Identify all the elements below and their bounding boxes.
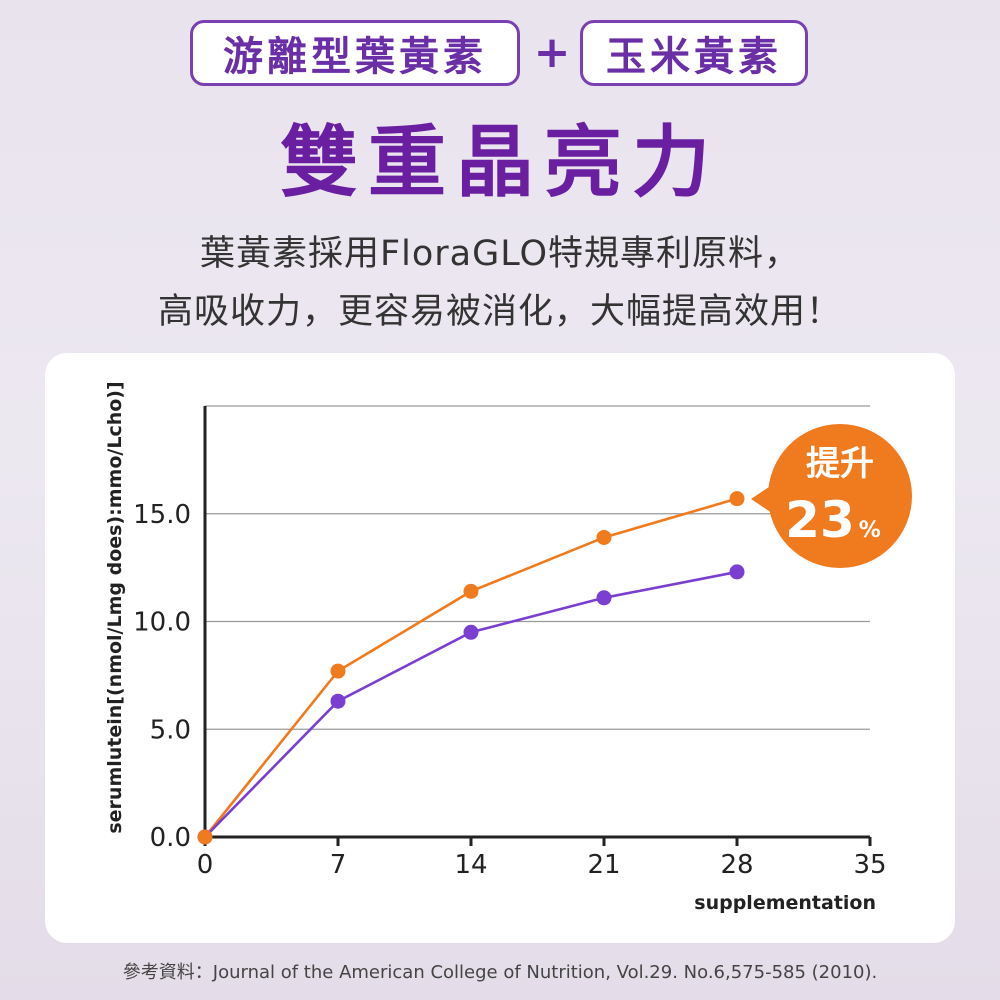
y-tick-label: 15.0 (133, 500, 191, 530)
x-axis-title: supplementation (694, 892, 876, 914)
badge-value-group: 23% (785, 491, 881, 549)
improvement-badge: 提升 23% (751, 424, 912, 568)
x-tick-label: 21 (587, 850, 620, 880)
badge-circle (768, 424, 912, 568)
y-axis-title: serumlutein[(nmol/Lmg does):mmo/Lcho)] (104, 381, 126, 833)
series-1-point (596, 529, 612, 545)
label-layer: 0 7 14 21 28 35 0.0 5.0 10.0 15.0 supplementation s… (104, 381, 887, 914)
line-chart: 0 7 14 21 28 35 0.0 5.0 10.0 15.0 supplementation s… (104, 381, 912, 914)
x-tick-label: 0 (197, 850, 214, 880)
badge-unit: % (859, 518, 881, 543)
x-tick-label: 35 (853, 850, 886, 880)
series-line-1 (203, 497, 738, 838)
series-1-point (197, 829, 213, 845)
description-line-2: 高吸收力，更容易被消化，大幅提高效用！ (157, 292, 842, 332)
plus-sign: + (533, 27, 571, 78)
y-tick-label: 5.0 (150, 715, 191, 745)
badge-value: 23 (785, 491, 855, 549)
y-tick-label: 10.0 (133, 608, 191, 638)
series-1-point (729, 491, 745, 507)
axis-layer (203, 406, 872, 846)
series-2-point (330, 693, 346, 709)
description-line-1: 葉黃素採用FloraGLO特規專利原料， (199, 234, 801, 274)
tag-free-lutein: 游離型葉黃素 (190, 20, 520, 86)
series-1-point (330, 663, 346, 679)
series-2-point (596, 590, 612, 606)
badge-label: 提升 (806, 444, 874, 484)
y-tick-label: 0.0 (150, 823, 191, 853)
series-line-2 (204, 570, 738, 838)
grid-layer (205, 405, 870, 730)
series-layer (197, 491, 745, 845)
reference-citation: 參考資料：Journal of the American College of … (122, 962, 878, 983)
series-2-point (463, 624, 479, 640)
x-tick-label: 14 (454, 850, 487, 880)
tag-zeaxanthin: 玉米黃素 (580, 20, 808, 86)
series-1-point (463, 583, 479, 599)
x-tick-label: 28 (720, 850, 753, 880)
x-tick-label: 7 (330, 850, 347, 880)
headline: 雙重晶亮力 (279, 118, 720, 208)
series-2-point (729, 564, 745, 580)
